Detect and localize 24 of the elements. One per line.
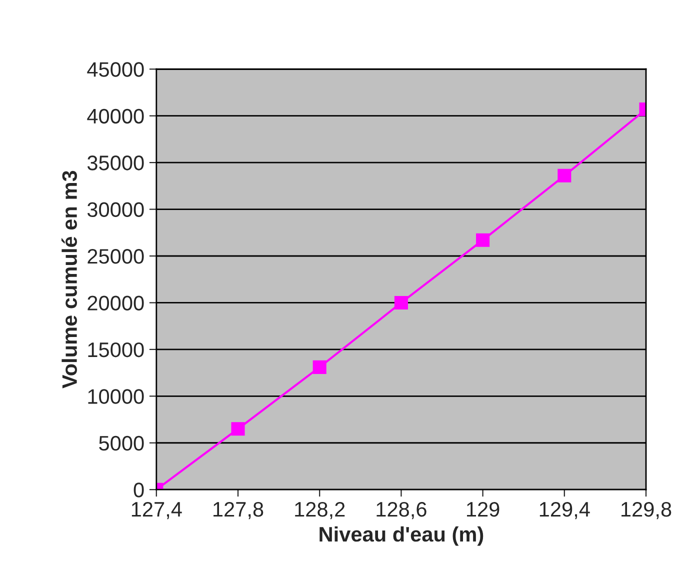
x-tick-label: 129 — [467, 502, 500, 517]
x-tick-label: 129,4 — [540, 502, 590, 520]
y-tick-label: 40000 — [87, 108, 144, 124]
y-tick-label: 15000 — [88, 342, 144, 358]
y-tick-label: 35000 — [87, 156, 144, 170]
y-tick-label: 25000 — [88, 249, 144, 264]
x-tick-label: 127,4 — [132, 502, 182, 520]
y-tick-label: 30000 — [87, 202, 144, 218]
x-axis-title: Niveau d'eau (m) — [320, 526, 484, 546]
y-tick-label: 20000 — [88, 296, 144, 310]
x-tick-label: 128,2 — [295, 502, 345, 520]
point — [312, 360, 326, 374]
x-tick-label: 128,6 — [376, 502, 426, 520]
y-tick-label: 10000 — [88, 389, 144, 404]
y-tick-label: 5000 — [99, 436, 144, 451]
y-tick-label: 45000 — [87, 62, 144, 77]
x-tick-label: 129,8 — [622, 502, 672, 520]
y-axis-title: Volume cumulé en m3 — [62, 170, 78, 388]
y-tick-label: 0 — [134, 482, 144, 498]
point — [476, 233, 490, 247]
point — [558, 168, 572, 182]
point — [231, 422, 245, 436]
x-tick-label: 127,8 — [214, 502, 264, 520]
point — [394, 296, 408, 310]
